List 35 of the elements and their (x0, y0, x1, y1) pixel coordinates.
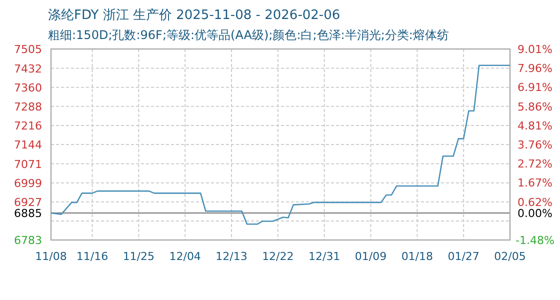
x-tick-label: 01/18 (401, 250, 434, 263)
y2-tick-label: 3.76% (518, 138, 552, 152)
y-tick-label: 6999 (14, 176, 42, 190)
y-tick-label: 6783 (14, 234, 42, 247)
y-tick-label: 7432 (14, 62, 42, 76)
x-tick-label: 01/27 (448, 250, 480, 263)
y-tick-label: 7288 (14, 100, 42, 114)
y2-tick-label: 4.81% (518, 119, 552, 132)
y2-tick-label: 5.86% (518, 100, 552, 114)
y-tick-label: 7216 (14, 119, 42, 132)
y-tick-label: 7071 (14, 158, 42, 171)
y2-tick-label: 0.00% (518, 207, 552, 220)
y2-tick-label: 6.91% (518, 81, 552, 94)
x-tick-label: 11/16 (76, 250, 108, 263)
x-tick-label: 11/08 (35, 250, 67, 263)
y2-tick-label: 7.96% (518, 62, 552, 76)
x-tick-label: 12/13 (216, 250, 248, 263)
y-tick-label: 6885 (14, 207, 42, 220)
x-tick-label: 02/05 (494, 250, 526, 263)
x-tick-label: 12/04 (169, 250, 201, 263)
x-tick-label: 12/31 (308, 250, 340, 263)
chart-subtitle: 粗细:150D;孔数:96F;等级:优等品(AA级);颜色:白;色泽:半消光;分类:熔体纺 (48, 28, 449, 42)
y-tick-label: 7144 (14, 138, 42, 152)
x-tick-label: 12/22 (262, 250, 294, 263)
y2-tick-label: -1.48% (516, 234, 554, 247)
y2-tick-label: 9.01% (518, 43, 552, 56)
y-tick-label: 7360 (14, 81, 42, 94)
y2-tick-label: 0.62% (518, 196, 552, 209)
y-tick-label: 6927 (14, 196, 42, 209)
y-tick-label: 7505 (14, 43, 42, 56)
x-tick-label: 11/25 (122, 250, 155, 263)
chart-title: 涤纶FDY 浙江 生产价 2025-11-08 - 2026-02-06 (48, 8, 340, 23)
y2-tick-label: 1.67% (518, 176, 552, 190)
y2-tick-label: 2.72% (518, 158, 552, 171)
x-tick-label: 01/09 (354, 250, 387, 263)
